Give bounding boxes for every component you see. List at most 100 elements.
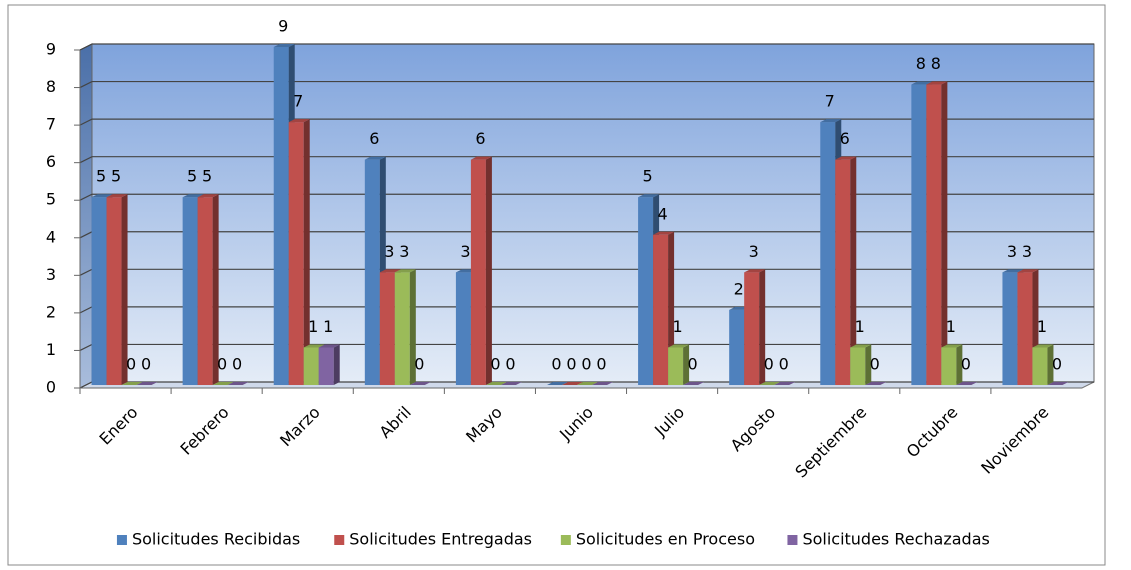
data-label: 1 <box>855 317 865 336</box>
bar-top <box>577 382 598 385</box>
bar-top <box>470 156 492 160</box>
bar-top <box>638 194 660 198</box>
bar <box>182 197 198 385</box>
bar <box>1032 347 1048 385</box>
bar <box>303 347 319 385</box>
grid-line <box>79 43 1094 51</box>
grid-line <box>79 118 1094 126</box>
bar-top <box>592 382 613 385</box>
y-tick-label: 2 <box>46 302 56 321</box>
bar <box>850 347 866 385</box>
bar-top <box>106 194 128 198</box>
y-tick-label: 3 <box>46 265 56 284</box>
bar <box>820 122 836 385</box>
bar-top <box>744 269 766 273</box>
data-label: 8 <box>931 54 941 73</box>
bar-top <box>759 382 781 385</box>
bar <box>273 47 289 385</box>
bar-top <box>227 382 249 385</box>
bar <box>379 272 395 385</box>
bar-top <box>1017 269 1039 273</box>
bar-top <box>653 231 675 235</box>
bar-side <box>683 344 690 385</box>
y-tick-label: 7 <box>46 115 56 134</box>
data-label: 0 <box>581 355 591 374</box>
data-label: 0 <box>596 355 606 374</box>
bar <box>926 84 942 386</box>
data-label: 9 <box>278 17 288 36</box>
bar-top <box>562 382 583 385</box>
data-label: 6 <box>840 129 850 148</box>
y-tick-label: 4 <box>46 227 56 246</box>
bar-top <box>182 194 204 198</box>
data-label: 3 <box>1007 242 1017 261</box>
legend-swatch <box>787 535 798 545</box>
legend-swatch <box>116 535 127 545</box>
y-tick-label: 5 <box>46 190 56 209</box>
bar-top <box>668 344 690 348</box>
data-label: 1 <box>1037 317 1047 336</box>
bar <box>455 272 471 385</box>
y-tick-label: 0 <box>46 378 56 397</box>
data-label: 0 <box>490 355 500 374</box>
bar-top <box>288 119 310 123</box>
bar-side <box>121 194 128 385</box>
bar-top <box>303 344 325 348</box>
data-label: 6 <box>369 129 379 148</box>
bar-top <box>273 44 295 47</box>
data-label: 5 <box>96 167 106 186</box>
grid-line <box>79 193 1094 201</box>
bar <box>668 347 684 385</box>
data-label: 2 <box>734 279 744 298</box>
bar-top <box>1047 382 1069 385</box>
data-label: 0 <box>870 355 880 374</box>
bar-top <box>212 382 234 385</box>
bar-side <box>956 344 963 385</box>
data-label: 0 <box>566 355 576 374</box>
bar <box>318 347 334 385</box>
data-label: 0 <box>764 355 774 374</box>
legend-label: Solicitudes Entregadas <box>349 530 532 549</box>
bar <box>91 197 107 385</box>
bar <box>1017 272 1033 385</box>
bar-side <box>850 156 857 385</box>
data-label: 0 <box>687 355 697 374</box>
bar-top <box>774 382 796 385</box>
data-label: 0 <box>1052 355 1062 374</box>
y-tick-label: 1 <box>46 340 56 359</box>
bar-top <box>91 194 113 198</box>
legend-swatch <box>334 535 345 545</box>
y-tick-label: 8 <box>46 77 56 96</box>
data-label: 1 <box>323 317 333 336</box>
bar <box>394 272 410 385</box>
bar-top <box>941 344 963 348</box>
data-label: 3 <box>460 242 470 261</box>
bar-top <box>835 156 857 160</box>
grid-line <box>79 156 1094 164</box>
data-label: 6 <box>475 129 485 148</box>
bar-side <box>1047 344 1054 385</box>
bar-top <box>318 344 340 348</box>
bar-side <box>485 156 492 385</box>
data-label: 5 <box>642 167 652 186</box>
data-label: 8 <box>916 54 926 73</box>
bar-top <box>850 344 872 348</box>
grid-line <box>79 80 1094 89</box>
bar-top <box>485 382 507 385</box>
bar <box>729 309 745 385</box>
bar <box>197 197 213 385</box>
bar <box>106 197 122 385</box>
bar-side <box>212 194 219 385</box>
data-label: 3 <box>399 242 409 261</box>
bar-top <box>547 382 568 385</box>
bar-top <box>683 382 705 385</box>
bar <box>653 234 669 385</box>
data-label: 0 <box>141 355 151 374</box>
bar-top <box>500 382 522 385</box>
data-label: 3 <box>1022 242 1032 261</box>
legend-swatch <box>560 535 571 545</box>
bar-top <box>911 81 933 85</box>
bar-top <box>956 382 978 385</box>
data-label: 0 <box>414 355 424 374</box>
data-label: 0 <box>779 355 789 374</box>
